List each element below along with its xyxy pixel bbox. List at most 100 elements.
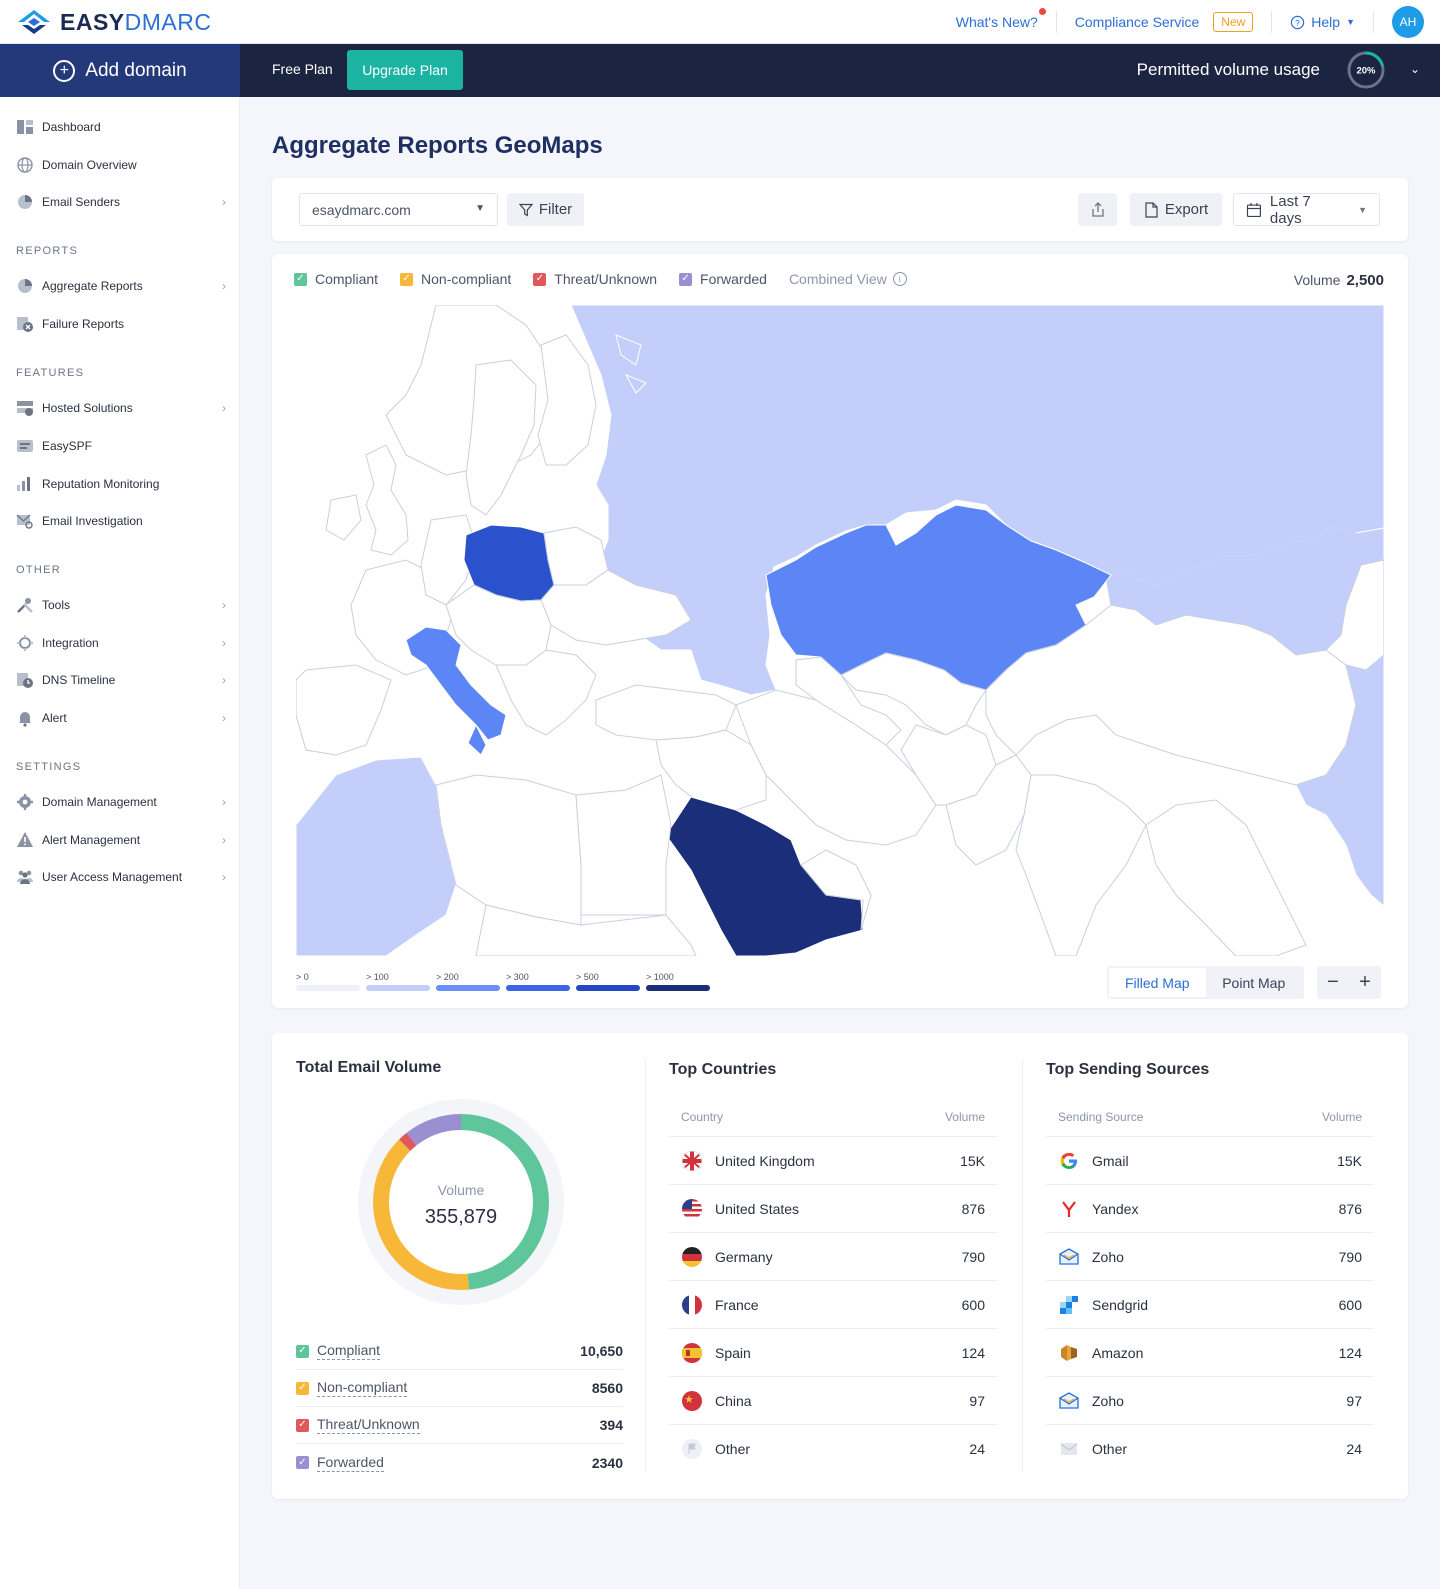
sidebar-item-dns-timeline[interactable]: DNS Timeline › (0, 661, 240, 699)
usage-progress-ring[interactable]: 20% (1346, 50, 1386, 90)
sidebar-item-integration[interactable]: Integration › (0, 624, 240, 662)
sidebar-item-failure-reports[interactable]: Failure Reports (0, 305, 240, 343)
country-germany[interactable] (420, 514, 477, 606)
date-range-select[interactable]: Last 7 days ▼ (1233, 193, 1380, 227)
sidebar-item-user-access-management[interactable]: User Access Management › (0, 858, 240, 896)
country-saudi-arabia[interactable] (665, 796, 864, 956)
total-volume-title: Total Email Volume (296, 1059, 442, 1076)
table-row[interactable]: Gmail 15K (1046, 1137, 1374, 1185)
table-row[interactable]: Yandex 876 (1046, 1185, 1374, 1233)
country-spain[interactable] (296, 664, 392, 756)
help-menu[interactable]: ? Help ▼ (1272, 11, 1373, 33)
sidebar-item-aggregate-reports[interactable]: Aggregate Reports › (0, 267, 240, 305)
country-italy[interactable] (405, 626, 507, 756)
legend-compliant[interactable]: ✓ Compliant (294, 271, 378, 287)
sidebar-item-reputation-monitoring[interactable]: Reputation Monitoring (0, 465, 240, 503)
map-volume-label: Volume (1293, 272, 1341, 288)
country-egypt[interactable] (575, 774, 672, 916)
sidebar-item-label: User Access Management (42, 870, 183, 884)
whats-new-link[interactable]: What's New? (938, 8, 1056, 33)
country-ukraine[interactable] (540, 569, 692, 646)
sidebar-item-domain-management[interactable]: Domain Management › (0, 783, 240, 821)
source-volume: 124 (1338, 1344, 1362, 1361)
donut-segment-forwarded[interactable] (373, 1114, 549, 1290)
country-india[interactable] (1015, 774, 1147, 956)
combined-view-toggle[interactable]: Combined View i (789, 271, 907, 287)
country-korea[interactable] (1325, 559, 1384, 671)
sidebar-item-tools[interactable]: Tools › (0, 586, 240, 624)
calendar-icon (1246, 202, 1261, 217)
country-southeast-asia[interactable] (1145, 799, 1307, 956)
filter-button[interactable]: Filter (507, 193, 584, 226)
table-row[interactable]: Germany 790 (669, 1233, 997, 1281)
scale-label: > 0 (296, 972, 309, 982)
upgrade-plan-button[interactable]: Upgrade Plan (347, 50, 463, 90)
domain-select[interactable]: esaydmarc.com ▼ (299, 193, 498, 226)
sidebar-item-alert-management[interactable]: Alert Management › (0, 821, 240, 859)
sidebar-item-email-senders[interactable]: Email Senders › (0, 183, 240, 221)
sidebar-item-label: Alert (42, 711, 67, 725)
sidebar-item-dashboard[interactable]: Dashboard (0, 108, 240, 146)
country-finland[interactable] (537, 334, 597, 466)
legend-forwarded[interactable]: ✓ Forwarded (679, 271, 767, 287)
export-button[interactable]: Export (1130, 193, 1222, 226)
country-oman-yemen[interactable] (800, 849, 872, 931)
table-row[interactable]: Other 24 (1046, 1425, 1374, 1473)
compliance-service-link[interactable]: Compliance Service New (1057, 11, 1272, 33)
table-row[interactable]: Zoho 97 (1046, 1377, 1374, 1425)
country-name: Other (715, 1441, 751, 1457)
geomap-card: ✓ Compliant ✓ Non-compliant ✓ Threat/Unknow… (272, 254, 1408, 1008)
logo[interactable]: EASYDMARC (16, 8, 211, 36)
legend-non-compliant[interactable]: ✓ Non-compliant (400, 271, 511, 287)
filter-bar: esaydmarc.com ▼ Filter Export Last 7 day… (272, 178, 1408, 241)
map-legend: ✓ Compliant ✓ Non-compliant ✓ Threat/Unknow… (294, 271, 907, 287)
table-row[interactable]: Spain 124 (669, 1329, 997, 1377)
checkbox-checked-icon[interactable]: ✓ (296, 1456, 309, 1469)
filled-map-tab[interactable]: Filled Map (1109, 968, 1206, 997)
filter-icon (518, 203, 533, 217)
zoom-in-button[interactable]: + (1359, 971, 1371, 993)
country-sudan[interactable] (475, 904, 697, 956)
sidebar-item-domain-overview[interactable]: Domain Overview (0, 146, 240, 184)
country-uk[interactable] (365, 444, 409, 556)
country-uzbekistan[interactable] (840, 652, 987, 736)
share-button[interactable] (1078, 193, 1117, 226)
country-central-europe[interactable] (445, 584, 552, 666)
sidebar-item-easyspf[interactable]: EasySPF (0, 427, 240, 465)
sidebar-item-hosted-solutions[interactable]: Hosted Solutions › (0, 389, 240, 427)
dashboard-icon (17, 120, 33, 134)
country-volume: 15K (960, 1152, 985, 1169)
table-row[interactable]: Sendgrid 600 (1046, 1281, 1374, 1329)
country-china[interactable] (985, 604, 1357, 786)
legend-label: Compliant (315, 271, 379, 287)
table-row[interactable]: Zoho 790 (1046, 1233, 1374, 1281)
country-ireland[interactable] (325, 494, 362, 541)
geo-map[interactable] (296, 305, 1384, 956)
avatar[interactable]: AH (1392, 6, 1424, 38)
checkbox-checked-icon[interactable]: ✓ (296, 1344, 309, 1358)
legend-label: Forwarded (700, 271, 767, 287)
country-balkans[interactable] (495, 649, 597, 736)
add-domain-button[interactable]: + Add domain (0, 44, 240, 97)
table-row[interactable]: Amazon 124 (1046, 1329, 1374, 1377)
checkbox-checked-icon[interactable]: ✓ (296, 1418, 309, 1432)
table-row[interactable]: Other 24 (669, 1425, 997, 1473)
sidebar-item-email-investigation[interactable]: Email Investigation (0, 502, 240, 540)
checkbox-checked-icon[interactable]: ✓ (296, 1381, 309, 1395)
table-row[interactable]: United States 876 (669, 1185, 997, 1233)
country-turkmenistan[interactable] (795, 656, 902, 746)
volume-donut-chart[interactable]: Volume 355,879 (356, 1097, 566, 1307)
chevron-right-icon: › (222, 870, 226, 884)
zoom-out-button[interactable]: − (1327, 971, 1339, 993)
sidebar-item-alert[interactable]: Alert › (0, 699, 240, 737)
donut-segment-non-compliant[interactable] (373, 1114, 549, 1290)
point-map-tab[interactable]: Point Map (1222, 974, 1286, 991)
country-syria-iraq[interactable] (655, 729, 767, 811)
country-pakistan[interactable] (945, 754, 1032, 866)
table-row[interactable]: United Kingdom 15K (669, 1137, 997, 1185)
table-row[interactable]: France 600 (669, 1281, 997, 1329)
chevron-down-icon[interactable]: ⌄ (1409, 62, 1420, 76)
country-sweden[interactable] (465, 359, 537, 516)
table-row[interactable]: China 97 (669, 1377, 997, 1425)
legend-threat-unknown[interactable]: ✓ Threat/Unknown (533, 271, 657, 287)
